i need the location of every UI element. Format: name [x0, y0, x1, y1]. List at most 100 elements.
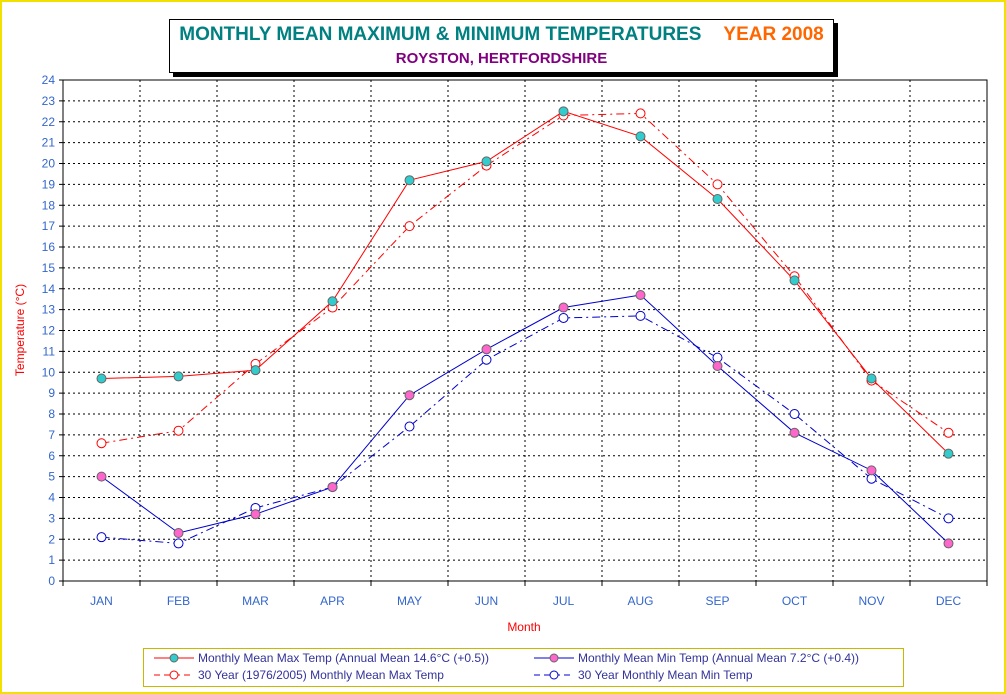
- y-axis-title: Temperature (°C): [13, 284, 27, 376]
- y-tick-label: 20: [42, 157, 56, 171]
- x-tick-label: DEC: [936, 594, 962, 608]
- data-point-2: [635, 108, 646, 119]
- data-point-0: [712, 193, 723, 204]
- x-tick-label: SEP: [705, 594, 729, 608]
- data-point-1: [943, 538, 954, 549]
- data-point-0: [558, 106, 569, 117]
- y-tick-label: 18: [42, 198, 56, 212]
- legend-label-30yr-max: 30 Year (1976/2005) Monthly Mean Max Tem…: [198, 668, 444, 682]
- data-point-0: [250, 365, 261, 376]
- data-point-1: [635, 290, 646, 301]
- data-point-0: [866, 373, 877, 384]
- series-markers: [96, 106, 954, 549]
- data-point-3: [558, 312, 569, 323]
- x-tick-label: JUL: [553, 594, 575, 608]
- data-point-3: [789, 409, 800, 419]
- y-tick-label: 5: [48, 470, 55, 484]
- legend-item-30yr-min: 30 Year Monthly Mean Min Temp: [534, 668, 753, 682]
- y-tick-label: 3: [48, 511, 55, 525]
- data-point-2: [943, 427, 954, 438]
- x-axis-title: Month: [507, 620, 540, 634]
- series-line-0: [101, 110, 949, 455]
- series-line-3: [101, 315, 949, 544]
- x-tick-label: MAR: [242, 594, 269, 608]
- legend-item-max: Monthly Mean Max Temp (Annual Mean 14.6°…: [154, 651, 489, 665]
- y-tick-label: 2: [48, 532, 55, 546]
- data-point-3: [96, 532, 107, 543]
- data-point-2: [173, 425, 184, 436]
- y-tick-label: 13: [42, 303, 56, 317]
- series-line-1: [101, 294, 949, 544]
- series-line-2: [101, 112, 949, 444]
- chart-title-line: MONTHLY MEAN MAXIMUM & MINIMUM TEMPERATU…: [170, 24, 833, 46]
- data-point-1: [96, 471, 107, 482]
- data-point-0: [404, 175, 415, 186]
- data-point-3: [712, 352, 723, 363]
- y-tick-label: 24: [42, 73, 56, 87]
- y-tick-label: 19: [42, 177, 56, 191]
- data-point-0: [96, 373, 107, 384]
- y-tick-label: 10: [42, 365, 56, 379]
- data-point-0: [327, 296, 338, 307]
- x-tick-label: NOV: [858, 594, 884, 608]
- y-tick-label: 23: [42, 94, 56, 108]
- legend-item-30yr-max: 30 Year (1976/2005) Monthly Mean Max Tem…: [154, 668, 444, 682]
- legend-label-max: Monthly Mean Max Temp (Annual Mean 14.6°…: [198, 651, 490, 665]
- legend-swatch-min: [534, 653, 574, 663]
- series-lines: [101, 110, 949, 544]
- data-point-3: [481, 354, 492, 365]
- chart-subtitle: ROYSTON, HERTFORDSHIRE: [395, 50, 608, 67]
- legend-swatch-30yr-max: [154, 670, 194, 680]
- data-point-0: [789, 275, 800, 286]
- y-tick-label: 0: [48, 574, 55, 588]
- x-tick-label: FEB: [167, 594, 190, 608]
- y-tick-label: 15: [42, 261, 56, 275]
- y-tick-label: 6: [48, 449, 55, 463]
- x-tick-label: JUN: [475, 594, 498, 608]
- data-point-1: [173, 527, 184, 538]
- x-tick-label: OCT: [782, 594, 808, 608]
- data-point-0: [943, 448, 954, 459]
- legend-label-30yr-min: 30 Year Monthly Mean Min Temp: [578, 668, 753, 682]
- data-point-3: [866, 473, 877, 484]
- y-tick-label: 22: [42, 115, 56, 129]
- chart-title-box: MONTHLY MEAN MAXIMUM & MINIMUM TEMPERATU…: [169, 19, 834, 73]
- y-tick-label: 14: [42, 282, 56, 296]
- legend: Monthly Mean Max Temp (Annual Mean 14.6°…: [143, 648, 904, 687]
- legend-label-min: Monthly Mean Min Temp (Annual Mean 7.2°C…: [578, 651, 860, 665]
- data-point-1: [789, 427, 800, 438]
- y-tick-label: 4: [48, 491, 55, 505]
- data-point-3: [943, 513, 954, 524]
- data-point-1: [404, 390, 415, 401]
- grid-lines: [62, 79, 988, 582]
- data-point-3: [173, 538, 184, 549]
- data-point-1: [558, 302, 569, 313]
- data-point-3: [635, 310, 646, 321]
- y-tick-label: 11: [43, 344, 56, 358]
- y-tick-label: 7: [48, 428, 55, 442]
- y-tick-label: 9: [48, 386, 55, 400]
- x-tick-label: APR: [320, 594, 345, 608]
- data-point-2: [404, 221, 415, 232]
- data-point-1: [327, 482, 338, 493]
- y-tick-label: 1: [48, 553, 55, 567]
- data-point-2: [96, 438, 107, 449]
- legend-item-min: Monthly Mean Min Temp (Annual Mean 7.2°C…: [534, 651, 859, 665]
- chart-year: YEAR 2008: [723, 24, 824, 45]
- data-point-1: [712, 360, 723, 371]
- y-tick-label: 21: [42, 136, 56, 150]
- chart-title: MONTHLY MEAN MAXIMUM & MINIMUM TEMPERATU…: [179, 24, 702, 45]
- x-tick-label: AUG: [627, 594, 653, 608]
- y-tick-label: 12: [42, 324, 56, 338]
- data-point-1: [866, 465, 877, 476]
- y-tick-label: 16: [42, 240, 56, 254]
- data-point-0: [481, 156, 492, 167]
- data-point-0: [635, 131, 646, 142]
- data-point-1: [481, 344, 492, 355]
- legend-swatch-30yr-min: [534, 670, 574, 680]
- data-point-1: [250, 509, 261, 520]
- y-tick-label: 17: [42, 219, 56, 233]
- x-tick-label: JAN: [90, 594, 113, 608]
